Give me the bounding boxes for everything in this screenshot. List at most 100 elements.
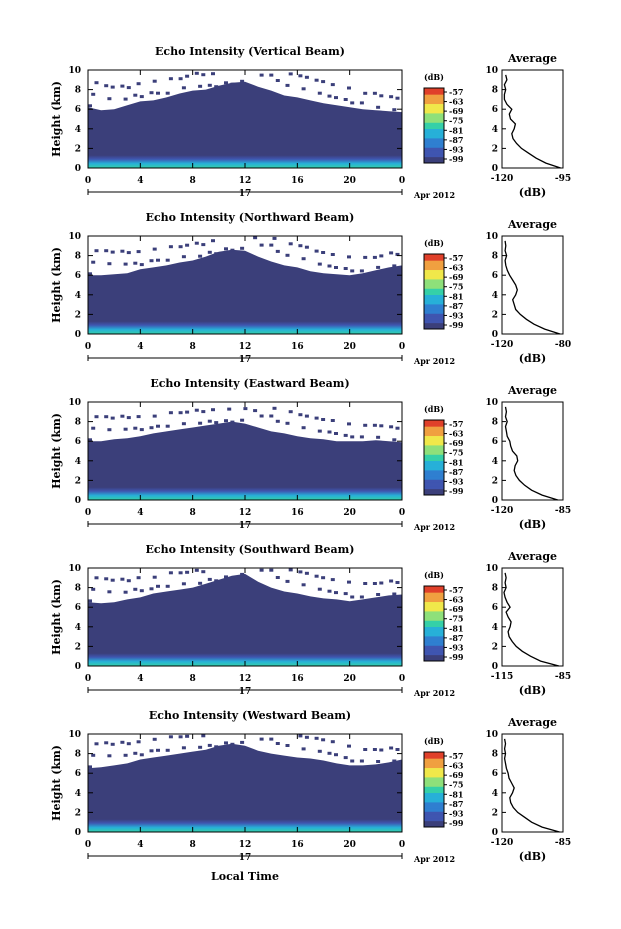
colorbar-unit: (dB)	[424, 736, 444, 746]
echo-speck	[139, 263, 144, 267]
colorbar-tick-label: -57	[449, 87, 463, 97]
colorbar-segment	[424, 125, 444, 130]
colorbar-tick-label: -69	[449, 438, 464, 448]
echo-speck	[389, 251, 394, 255]
colorbar-segment	[424, 786, 444, 790]
beam-panel-2: Echo Intensity (Eastward Beam)0 4 8 12 16 20 0…	[50, 377, 571, 532]
echo-speck	[149, 259, 154, 263]
date-label: Apr 2012	[413, 190, 455, 200]
echo-speck	[330, 740, 335, 744]
echo-speck	[350, 759, 355, 763]
echo-speck	[314, 574, 319, 578]
echo-speck	[395, 252, 400, 256]
colorbar-tick-label: -99	[449, 652, 464, 662]
echo-speck	[275, 576, 280, 579]
echo-speck	[304, 571, 309, 575]
y-axis-label: Height (km)	[50, 247, 63, 323]
panel-title: Echo Intensity (Northward Beam)	[146, 211, 355, 224]
colorbar-tick-label: -75	[449, 116, 463, 126]
average-y-tick-label: 8	[492, 584, 498, 594]
colorbar-segment	[424, 144, 444, 148]
colorbar-segment	[424, 272, 444, 277]
echo-speck	[91, 587, 96, 591]
echo-speck	[372, 91, 377, 95]
echo-speck	[389, 95, 394, 99]
colorbar-segment	[424, 761, 444, 765]
echo-speck	[120, 249, 125, 253]
colorbar-tick-label: -69	[449, 604, 464, 614]
echo-speck	[285, 421, 290, 425]
echo-speck	[327, 264, 332, 268]
colorbar-segment	[424, 651, 444, 656]
colorbar-segment	[424, 466, 444, 471]
x-tick-label: 20	[343, 840, 356, 850]
y-tick-label: 10	[68, 232, 81, 242]
echo-speck	[359, 101, 364, 105]
echo-speck	[149, 426, 154, 430]
echo-speck	[395, 581, 400, 584]
echo-speck	[194, 568, 199, 572]
average-profile-line	[504, 240, 561, 335]
colorbar-segment	[424, 322, 444, 327]
echo-speck	[107, 262, 112, 266]
echo-speck	[350, 101, 355, 105]
echo-speck	[314, 736, 319, 740]
echo-speck	[330, 83, 335, 87]
echo-speck	[392, 438, 397, 442]
echo-speck	[359, 269, 364, 273]
y-tick-label: 8	[75, 584, 81, 594]
echo-speck	[269, 73, 274, 77]
x-tick-label: 16	[291, 508, 304, 518]
colorbar-tick-label: -69	[449, 272, 464, 282]
echo-speck	[198, 745, 203, 749]
colorbar-segment	[424, 131, 444, 136]
colorbar-segment	[424, 586, 444, 590]
echo-speck	[178, 411, 183, 415]
echo-speck	[253, 409, 258, 413]
x-tick-label: 16	[291, 840, 304, 850]
echo-speck	[376, 105, 381, 109]
echo-speck	[269, 568, 274, 572]
echo-speck	[185, 734, 190, 738]
echo-speck	[376, 593, 381, 596]
echo-speck	[347, 255, 351, 259]
average-y-tick-label: 0	[492, 164, 498, 174]
x-tick-label: 20	[343, 674, 356, 684]
echo-speck	[259, 568, 264, 572]
colorbar-segment	[424, 657, 444, 662]
colorbar-tick-label: -75	[449, 614, 463, 624]
colorbar-segment	[424, 632, 444, 637]
echo-speck	[214, 745, 219, 749]
echo-speck	[207, 419, 212, 423]
echo-speck	[181, 422, 186, 426]
colorbar-segment	[424, 141, 444, 145]
echo-speck	[120, 577, 125, 581]
echo-speck	[178, 571, 183, 575]
echo-speck	[88, 599, 92, 603]
colorbar-segment	[424, 773, 444, 778]
average-title: Average	[507, 52, 557, 65]
echo-speck	[259, 737, 264, 741]
average-y-tick-label: 4	[492, 623, 498, 633]
x-tick-label: 20	[343, 342, 356, 352]
colorbar-segment	[424, 639, 444, 643]
colorbar-segment	[424, 159, 444, 164]
echo-speck	[88, 765, 92, 769]
echo-speck	[201, 410, 206, 414]
colorbar-tick-label: -99	[449, 320, 464, 330]
echo-speck	[211, 239, 215, 243]
echo-speck	[136, 576, 141, 580]
echo-speck	[126, 416, 131, 420]
echo-speck	[395, 426, 400, 430]
echo-speck	[301, 583, 306, 587]
colorbar-tick-label: -63	[449, 97, 464, 107]
y-tick-label: 0	[75, 662, 81, 672]
x-tick-label: 12	[239, 342, 252, 352]
echo-speck	[110, 250, 115, 254]
echo-speck	[240, 572, 245, 576]
echo-speck	[314, 416, 319, 420]
date-day: 17	[239, 521, 252, 531]
echo-speck	[379, 94, 384, 98]
colorbar-segment	[424, 814, 444, 819]
echo-speck	[334, 266, 338, 269]
